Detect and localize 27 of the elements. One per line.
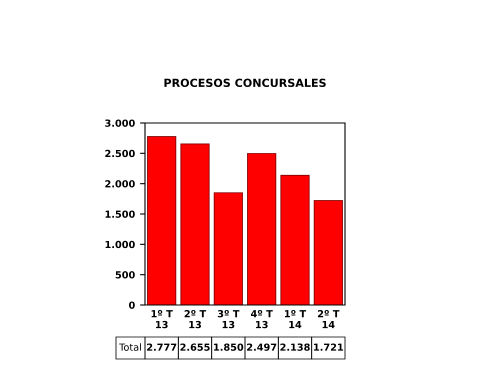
chart-title: PROCESOS CONCURSALES <box>164 78 326 88</box>
x-tick-label: 1º T 13 <box>152 310 173 328</box>
x-tick-label: 2º T 13 <box>184 310 206 328</box>
data-label: 2.777 <box>147 343 176 351</box>
x-tick-label: 1º T 14 <box>284 310 306 328</box>
bar <box>247 153 276 305</box>
y-tick-label: 0 <box>128 301 135 309</box>
data-label: 2.655 <box>180 343 210 351</box>
y-tick-label: 500 <box>116 271 135 278</box>
x-tick-label: 3º T 13 <box>218 310 240 328</box>
data-label: 2.497 <box>247 343 276 351</box>
x-tick-label: 2º T 14 <box>318 310 340 328</box>
bar <box>147 136 176 305</box>
bar <box>314 200 343 305</box>
y-tick-label: 2.500 <box>105 150 135 158</box>
bar <box>280 174 310 305</box>
y-tick-label: 1.500 <box>106 210 135 218</box>
data-label: 1.721 <box>314 343 344 351</box>
y-tick-label: 2.000 <box>105 180 135 188</box>
data-label: 1.850 <box>214 343 244 351</box>
data-label: 2.138 <box>280 343 310 351</box>
bar <box>180 144 210 305</box>
bar <box>214 192 243 305</box>
y-tick-label: 3.000 <box>105 119 135 127</box>
y-tick-label: 1.000 <box>106 240 135 248</box>
text: Total <box>119 343 141 351</box>
x-tick-label: 4º T 13 <box>250 310 273 328</box>
